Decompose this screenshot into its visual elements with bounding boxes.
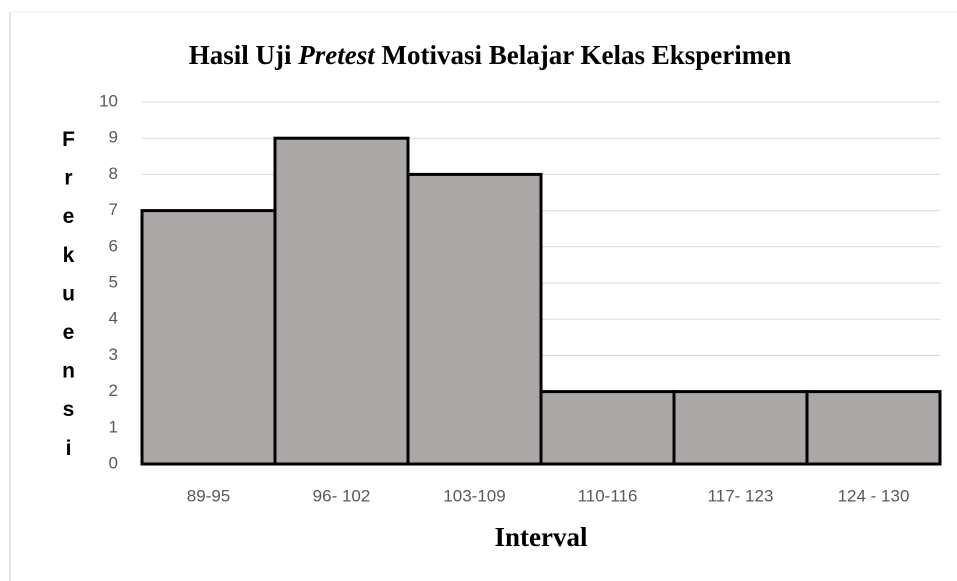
bar	[406, 172, 543, 466]
x-axis-label: Interval	[495, 522, 588, 552]
y-tick-label: 0	[109, 453, 118, 472]
title-part: Motivasi Belajar Kelas Eksperimen	[375, 40, 791, 70]
bar	[539, 390, 676, 466]
x-tick-label: 103-109	[443, 486, 505, 505]
title-part: Pretest	[297, 40, 376, 70]
y-tick-label: 7	[109, 200, 118, 219]
y-tick-label: 8	[109, 164, 118, 183]
y-tick-label: 5	[109, 272, 118, 291]
y-tick-label: 2	[109, 381, 118, 400]
y-tick-label: 1	[109, 417, 118, 436]
bar	[672, 390, 809, 466]
y-tick-label: 10	[99, 91, 118, 110]
title-part: Hasil Uji	[189, 40, 299, 70]
y-tick-label: 9	[109, 128, 118, 147]
y-axis-label: Frekuensi	[57, 128, 80, 476]
y-tick-label: 4	[109, 309, 118, 328]
y-tick-label: 6	[109, 236, 118, 255]
x-tick-label: 110-116	[578, 486, 638, 505]
x-tick-label: 124 - 130	[838, 486, 910, 505]
x-tick-label: 89-95	[187, 486, 230, 505]
chart-title: Hasil Uji Pretest Motivasi Belajar Kelas…	[189, 40, 791, 70]
bar	[273, 136, 410, 466]
x-tick-label: 117- 123	[708, 486, 774, 505]
bar	[805, 390, 942, 466]
x-tick-label: 96- 102	[313, 486, 371, 505]
y-tick-label: 3	[109, 345, 118, 364]
bar	[140, 209, 277, 466]
